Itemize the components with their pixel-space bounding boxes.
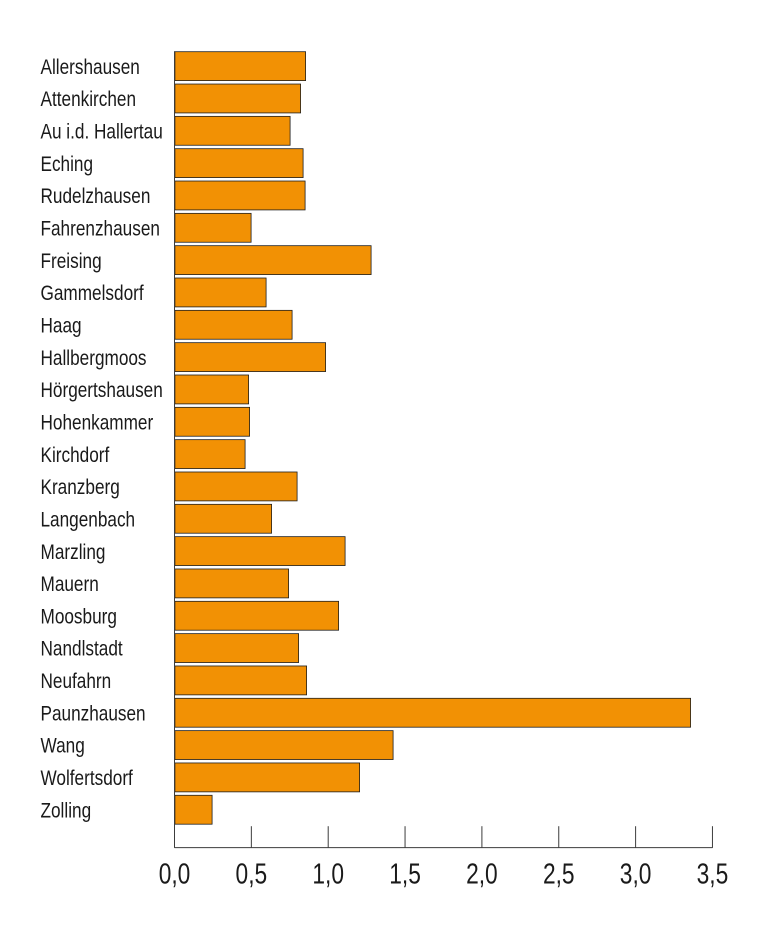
svg-text:1,5: 1,5 <box>389 859 421 890</box>
svg-text:3,5: 3,5 <box>697 859 729 890</box>
svg-text:Gammelsdorf: Gammelsdorf <box>41 281 145 305</box>
svg-text:Wang: Wang <box>41 734 85 758</box>
svg-text:Langenbach: Langenbach <box>41 508 136 532</box>
svg-text:Kranzberg: Kranzberg <box>41 475 120 499</box>
svg-text:Freising: Freising <box>41 249 102 273</box>
svg-text:Zolling: Zolling <box>41 799 92 823</box>
svg-text:Marzling: Marzling <box>41 540 106 564</box>
svg-text:Hallbergmoos: Hallbergmoos <box>41 346 147 370</box>
svg-text:Neufahrn: Neufahrn <box>41 669 112 693</box>
svg-text:0,5: 0,5 <box>236 859 268 890</box>
svg-text:Attenkirchen: Attenkirchen <box>41 87 137 111</box>
svg-text:0,0: 0,0 <box>159 859 191 890</box>
svg-text:Allershausen: Allershausen <box>41 55 140 79</box>
svg-text:Moosburg: Moosburg <box>41 605 117 629</box>
svg-text:Wolfertsdorf: Wolfertsdorf <box>41 766 134 790</box>
svg-text:2,0: 2,0 <box>466 859 498 890</box>
svg-text:Nandlstadt: Nandlstadt <box>41 637 124 661</box>
svg-text:Haag: Haag <box>41 314 82 338</box>
svg-text:3,0: 3,0 <box>620 859 652 890</box>
svg-text:Rudelzhausen: Rudelzhausen <box>41 184 151 208</box>
svg-text:Hohenkammer: Hohenkammer <box>41 411 154 435</box>
svg-text:Kirchdorf: Kirchdorf <box>41 443 110 467</box>
svg-text:2,5: 2,5 <box>543 859 575 890</box>
svg-text:Hörgertshausen: Hörgertshausen <box>41 378 163 402</box>
svg-text:Eching: Eching <box>41 152 94 176</box>
svg-text:Fahrenzhausen: Fahrenzhausen <box>41 217 160 241</box>
svg-text:Au i.d. Hallertau: Au i.d. Hallertau <box>41 120 163 144</box>
svg-text:Paunzhausen: Paunzhausen <box>41 702 146 726</box>
svg-text:Mauern: Mauern <box>41 572 99 596</box>
svg-text:1,0: 1,0 <box>312 859 344 890</box>
